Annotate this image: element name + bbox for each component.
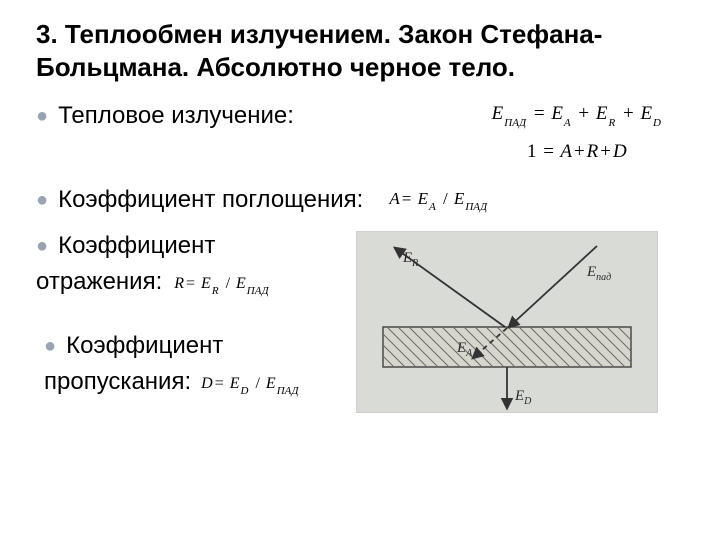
bullet-dot-icon: ● xyxy=(44,331,56,361)
bullet-dot-icon: ● xyxy=(36,231,48,261)
row-absorption: ● Коэффициент поглощения: A= EA / EПАД xyxy=(36,185,692,215)
slide-title: 3. Теплообмен излучением. Закон Стефана-… xyxy=(36,18,692,83)
transmission-continuation: пропускания: xyxy=(44,367,191,397)
bullet-transmission-label: Коэффициент xyxy=(66,331,223,361)
formula-unity: 1 = A+R+D xyxy=(492,141,662,163)
bullet-reflection: ● Коэффициент xyxy=(36,231,356,261)
bullet-absorption-label: Коэффициент поглощения: xyxy=(58,185,363,215)
row-lower: ● Коэффициент отражения: R= ER / EПАД ● … xyxy=(36,231,692,413)
row-radiation: ● Тепловое излучение: EПАД = EA + ER + E… xyxy=(36,101,692,177)
bullet-reflection-label: Коэффициент xyxy=(58,231,215,261)
bullet-dot-icon: ● xyxy=(36,185,48,215)
bullet-radiation-label: Тепловое излучение: xyxy=(58,101,294,131)
formula-A: A= EA / EПАД xyxy=(389,189,488,211)
reflection-continuation: отражения: xyxy=(36,267,162,297)
bullet-dot-icon: ● xyxy=(36,101,48,131)
bullet-radiation: ● Тепловое излучение: xyxy=(36,101,294,131)
radiation-diagram: EREпадEAED xyxy=(356,231,658,413)
formula-D: D= ED / EПАД xyxy=(201,375,299,395)
radiation-formulas: EПАД = EA + ER + ED 1 = A+R+D xyxy=(492,101,692,177)
slide: 3. Теплообмен излучением. Закон Стефана-… xyxy=(0,0,720,540)
bullet-transmission: ● Коэффициент xyxy=(44,331,356,361)
formula-R: R= ER / EПАД xyxy=(174,275,269,295)
formula-e-sum: EПАД = EA + ER + ED xyxy=(492,103,662,127)
